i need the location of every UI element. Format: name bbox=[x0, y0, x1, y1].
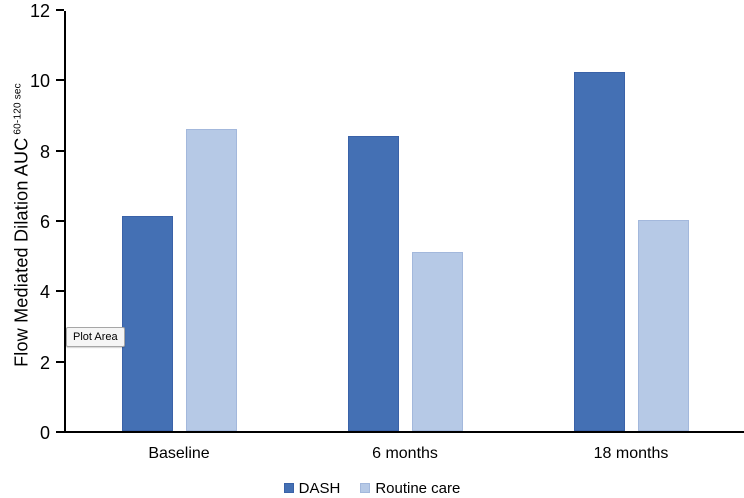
y-tick bbox=[56, 79, 64, 81]
y-tick bbox=[56, 220, 64, 222]
y-tick-label: 6 bbox=[39, 212, 50, 232]
y-tick bbox=[56, 361, 64, 363]
legend-label-routine-care: Routine care bbox=[375, 479, 461, 497]
y-tick bbox=[56, 150, 64, 152]
legend-item-routine-care[interactable]: Routine care bbox=[360, 480, 460, 497]
x-axis-label-6-months: 6 months bbox=[372, 445, 438, 462]
legend: DASH Routine care bbox=[0, 478, 744, 498]
y-tick-label: 0 bbox=[39, 423, 50, 443]
y-tick bbox=[56, 290, 64, 292]
bar-routine-care-6-months[interactable] bbox=[412, 252, 463, 431]
legend-label-dash: DASH bbox=[298, 479, 341, 497]
plot-area[interactable] bbox=[64, 11, 744, 433]
bar-routine-care-baseline[interactable] bbox=[186, 129, 237, 431]
legend-swatch-routine-care bbox=[360, 483, 371, 493]
x-axis-label-baseline: Baseline bbox=[148, 445, 210, 462]
legend-swatch-dash bbox=[283, 483, 294, 493]
y-tick-label: 12 bbox=[29, 1, 50, 21]
y-tick-label: 8 bbox=[39, 142, 50, 162]
y-tick-label: 10 bbox=[29, 71, 50, 91]
legend-item-dash[interactable]: DASH bbox=[283, 479, 341, 497]
y-tick-label: 2 bbox=[39, 353, 50, 373]
bar-routine-care-18-months[interactable] bbox=[638, 220, 689, 431]
y-tick-label: 4 bbox=[39, 282, 50, 302]
y-tick bbox=[56, 9, 64, 11]
bar-dash-6-months[interactable] bbox=[348, 136, 399, 431]
x-axis-label-18-months: 18 months bbox=[593, 445, 669, 462]
plot-area-tooltip: Plot Area bbox=[66, 327, 125, 347]
y-tick bbox=[56, 431, 64, 433]
bar-dash-18-months[interactable] bbox=[574, 72, 625, 431]
bar-dash-baseline[interactable] bbox=[122, 216, 173, 431]
